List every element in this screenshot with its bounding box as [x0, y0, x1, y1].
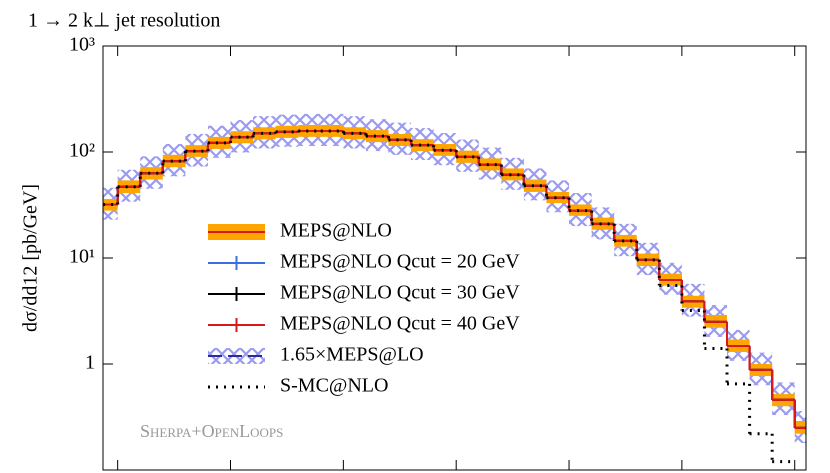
- y-tick-label: 1: [85, 352, 95, 374]
- legend-label: 1.65×MEPS@LO: [280, 344, 424, 366]
- y-axis-label: dσ/dd12 [pb/GeV]: [20, 184, 42, 332]
- watermark: Sherpa+OpenLoops: [140, 421, 283, 441]
- legend-label: MEPS@NLO Qcut = 40 GeV: [280, 313, 520, 335]
- legend-label: MEPS@NLO Qcut = 30 GeV: [280, 282, 520, 304]
- chart-title: 1 → 2 k⊥ jet resolution: [28, 10, 220, 32]
- legend-label: MEPS@NLO Qcut = 20 GeV: [280, 251, 520, 273]
- y-tick-label: 10²: [69, 140, 95, 162]
- legend-label: S-MC@NLO: [280, 375, 388, 397]
- y-tick-label: 10¹: [69, 246, 95, 268]
- plot-area: [103, 113, 806, 464]
- legend: MEPS@NLO MEPS@NLO Qcut = 20 GeV MEPS@NLO Q…: [208, 220, 520, 397]
- legend-label: MEPS@NLO: [280, 220, 392, 242]
- y-tick-label: 10³: [69, 34, 95, 56]
